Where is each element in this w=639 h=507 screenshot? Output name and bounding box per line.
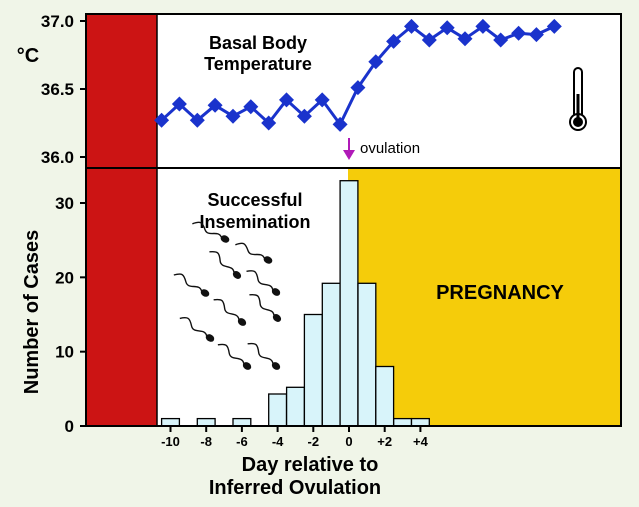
temperature-point-9 [314, 92, 330, 108]
sperm-icon [209, 250, 242, 279]
infertile-band [86, 168, 157, 426]
temperature-y-tick-label: 36.5 [41, 80, 74, 99]
temperature-point-3 [207, 97, 223, 113]
temperature-point-20 [511, 25, 527, 41]
temperature-point-13 [386, 33, 402, 49]
ovulation-label: ovulation [360, 140, 420, 157]
day-x-tick-label: 0 [345, 434, 352, 449]
bar-day-2 [375, 365, 395, 427]
temperature-point-2 [189, 112, 205, 128]
thermometer-icon [569, 67, 587, 131]
plot-frame [85, 13, 622, 427]
sperm-icon [235, 242, 273, 264]
bar-day-4 [410, 417, 430, 427]
temperature-point-16 [439, 20, 455, 36]
sperm-icon [213, 298, 247, 326]
temperature-point-15 [421, 32, 437, 48]
temperature-point-8 [296, 108, 312, 124]
cases-y-tick-label: 10 [55, 343, 74, 362]
bar-day--3 [285, 386, 306, 427]
pregnancy-label: PREGNANCY [436, 282, 564, 304]
sperm-icon [192, 221, 230, 243]
temperature-point-0 [154, 112, 170, 128]
temperature-point-1 [171, 96, 187, 112]
bar-day--2 [303, 313, 323, 427]
temperature-point-10 [332, 116, 348, 132]
temperature-point-22 [546, 18, 562, 34]
day-x-tick-label: +4 [413, 434, 429, 449]
cases-y-axis: 0 10 20 30 [55, 194, 86, 436]
x-axis-title-line-1: Day relative to [242, 454, 379, 476]
ovulation-arrow-head [343, 150, 355, 160]
bar-day--6 [232, 417, 252, 427]
temperature-point-18 [475, 18, 491, 34]
bar-day--8 [196, 417, 216, 427]
temperature-point-6 [261, 115, 277, 131]
bar-day-3 [393, 417, 413, 427]
cases-y-tick-label: 30 [55, 194, 74, 213]
temperature-point-4 [225, 108, 241, 124]
sperm-icon [173, 273, 210, 297]
sperm-illustration [173, 221, 282, 370]
x-axis-title-line-2: Inferred Ovulation [209, 477, 381, 499]
day-x-tick-label: -10 [161, 434, 180, 449]
day-x-tick-label: -8 [200, 434, 212, 449]
temperature-point-12 [368, 54, 384, 70]
temperature-y-axis: 36.0 36.5 37.0 [41, 12, 86, 167]
temperature-points [154, 18, 562, 132]
day-x-axis: -10 -8 -6 -4 -2 0 +2 +4 [161, 426, 429, 449]
day-x-tick-label: -2 [308, 434, 320, 449]
temperature-title-line-2: Temperature [204, 54, 312, 74]
day-x-tick-label: -4 [272, 434, 284, 449]
temperature-point-17 [457, 31, 473, 47]
temperature-unit-label: °C [17, 45, 39, 67]
cases-y-tick-label: 0 [65, 417, 74, 436]
top-plot-background [86, 14, 621, 168]
temperature-point-5 [243, 99, 259, 115]
cases-y-axis-title: Number of Cases [21, 230, 43, 395]
bar-day--10 [160, 417, 181, 427]
temperature-y-tick-label: 37.0 [41, 12, 74, 31]
sperm-icon [247, 342, 281, 370]
bar-day--1 [321, 282, 341, 427]
temperature-point-11 [350, 80, 366, 96]
day-x-tick-label: -6 [236, 434, 248, 449]
insemination-title-line-1: Successful [207, 190, 302, 210]
temperature-point-7 [279, 92, 294, 108]
sperm-icon [249, 293, 282, 322]
sperm-icon [217, 343, 252, 370]
temperature-y-tick-label: 36.0 [41, 148, 74, 167]
temperature-point-21 [528, 27, 544, 43]
infertile-band-top [86, 14, 157, 168]
temperature-title-line-1: Basal Body [209, 33, 307, 53]
insemination-title-line-2: Insemination [199, 212, 310, 232]
temperature-point-14 [404, 18, 419, 34]
bar-day-1 [357, 282, 377, 427]
ovulation-marker: ovulation [343, 138, 420, 160]
temperature-point-19 [493, 32, 509, 48]
sperm-icon [246, 270, 281, 296]
sperm-icon [179, 316, 215, 342]
cases-y-tick-label: 20 [55, 268, 74, 287]
day-x-tick-label: +2 [377, 434, 392, 449]
bar-day--4 [268, 393, 288, 427]
bar-day-0 [339, 180, 359, 427]
